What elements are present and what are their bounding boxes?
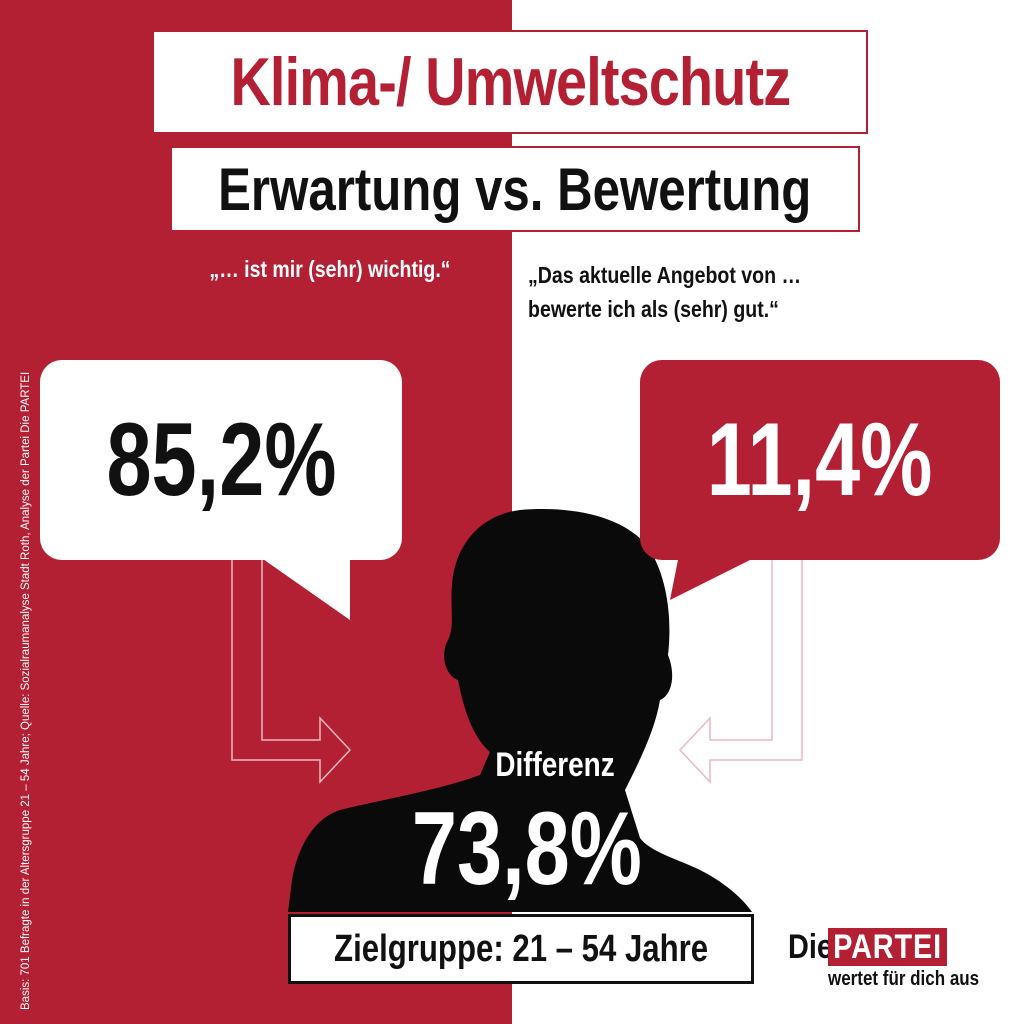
arrow-left-icon	[678, 557, 803, 784]
source-note: Basis: 701 Befragte in der Altersgruppe …	[20, 371, 32, 1010]
page-subtitle: Erwartung vs. Bewertung	[218, 155, 812, 223]
arrow-right-icon	[231, 557, 352, 784]
logo-tagline: wertet für dich aus	[828, 968, 980, 990]
title-box: Klima-/ Umweltschutz	[152, 30, 868, 134]
rating-value: 11,4%	[707, 401, 933, 518]
target-group-box: Zielgruppe: 21 – 54 Jahre	[288, 914, 754, 984]
subtitle-box: Erwartung vs. Bewertung	[170, 146, 860, 232]
left-bubble-tail	[250, 550, 350, 620]
right-speech-bubble: 11,4%	[640, 360, 1000, 560]
logo-partei-text: PARTEI	[828, 928, 948, 966]
right-quote-line-1: „Das aktuelle Angebot von …	[528, 262, 802, 288]
left-quote: „… ist mir (sehr) wichtig.“	[209, 256, 451, 282]
partei-logo: Die PARTEI wertet für dich aus	[788, 926, 998, 996]
left-speech-bubble: 85,2%	[40, 360, 402, 560]
right-quote: „Das aktuelle Angebot von … bewerte ich …	[528, 258, 809, 326]
difference-value: 73,8%	[411, 791, 642, 907]
right-bubble-tail	[670, 550, 770, 600]
expectation-value: 85,2%	[105, 401, 336, 518]
page-title: Klima-/ Umweltschutz	[230, 44, 791, 120]
person-silhouette-icon	[288, 509, 752, 912]
difference-label: Differenz	[495, 746, 615, 784]
logo-die-text: Die	[788, 928, 833, 966]
target-group-text: Zielgruppe: 21 – 54 Jahre	[333, 927, 709, 970]
right-quote-line-2: bewerte ich als (sehr) gut.“	[528, 296, 779, 322]
